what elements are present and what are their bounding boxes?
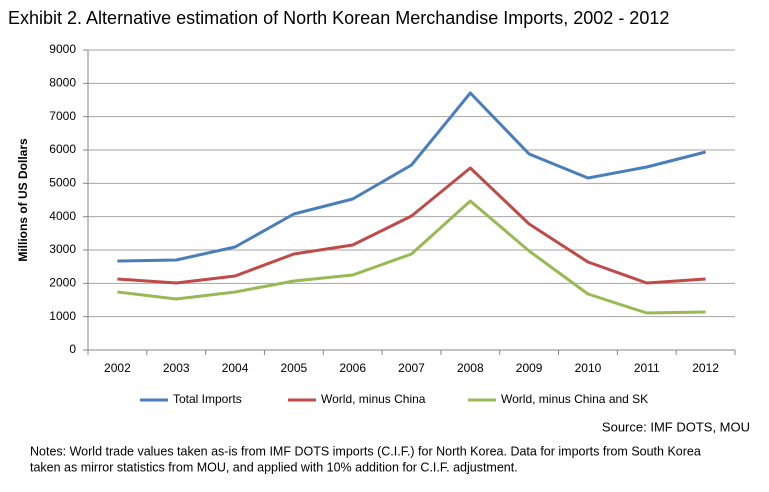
y-tick-label: 3000 xyxy=(49,242,76,256)
note-line: taken as mirror statistics from MOU, and… xyxy=(30,460,518,474)
y-tick-label: 0 xyxy=(69,342,76,356)
x-tick-label: 2007 xyxy=(398,361,425,375)
x-tick-label: 2006 xyxy=(339,361,366,375)
note-line: Notes: World trade values taken as-is fr… xyxy=(30,444,701,458)
x-tick-label: 2010 xyxy=(575,361,602,375)
x-tick-label: 2012 xyxy=(692,361,719,375)
x-tick-label: 2008 xyxy=(457,361,484,375)
y-axis-label: Millions of US Dollars xyxy=(16,138,30,262)
series-line xyxy=(117,166,706,285)
x-tick-label: 2003 xyxy=(163,361,190,375)
x-tick-label: 2009 xyxy=(516,361,543,375)
series-line xyxy=(117,91,706,263)
source: Source: IMF DOTS, MOU xyxy=(602,419,750,434)
y-tick-label: 1000 xyxy=(49,309,76,323)
chart-title: Exhibit 2. Alternative estimation of Nor… xyxy=(8,8,669,28)
legend-label: Total Imports xyxy=(173,392,242,406)
legend-label: World, minus China and SK xyxy=(501,392,648,406)
series-line xyxy=(117,199,706,315)
y-tick-label: 7000 xyxy=(49,109,76,123)
legend-label: World, minus China xyxy=(321,392,426,406)
y-tick-label: 6000 xyxy=(49,142,76,156)
x-tick-label: 2011 xyxy=(634,361,660,375)
x-tick-label: 2002 xyxy=(104,361,131,375)
y-tick-label: 4000 xyxy=(49,209,76,223)
x-tick-label: 2004 xyxy=(222,361,249,375)
x-tick-label: 2005 xyxy=(281,361,308,375)
y-tick-label: 2000 xyxy=(49,276,76,290)
y-tick-label: 8000 xyxy=(49,76,76,90)
y-tick-label: 9000 xyxy=(49,42,76,56)
y-tick-label: 5000 xyxy=(49,176,76,190)
